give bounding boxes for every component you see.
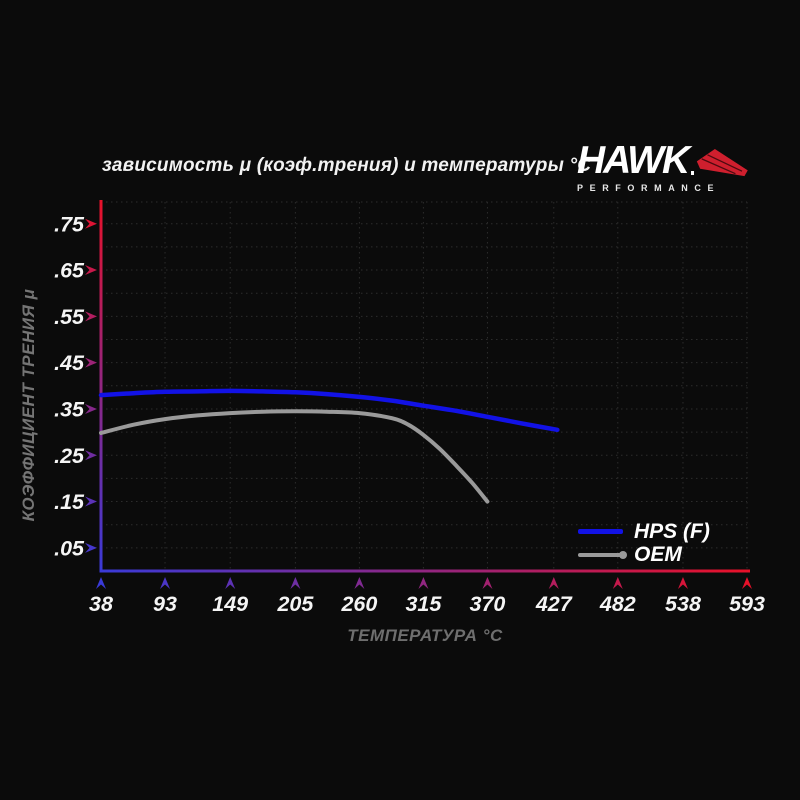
legend-item-hps: HPS (F) [578, 520, 710, 543]
x-tick-label: 260 [340, 592, 377, 616]
x-tick-arrow-icon [548, 577, 559, 589]
x-tick-label: 205 [276, 592, 314, 616]
x-tick-arrow-icon [418, 577, 429, 589]
chart-title: зависимость μ (коэф.трения) и температур… [102, 155, 592, 176]
legend-label-oem: OEM [634, 542, 682, 566]
y-tick-label: .45 [54, 351, 85, 375]
y-tick-arrow-icon [85, 542, 97, 553]
y-tick-label: .55 [54, 305, 85, 329]
x-tick-arrow-icon [354, 577, 365, 589]
legend-label-hps: HPS (F) [634, 519, 710, 543]
x-tick-label: 538 [665, 592, 701, 616]
logo-wing-icon [697, 149, 749, 177]
x-tick-label: 370 [469, 592, 505, 616]
y-axis-title: КОЭФФИЦИЕНТ ТРЕНИЯ μ [19, 288, 38, 522]
y-tick-arrows [85, 218, 97, 553]
logo-subtitle: PERFORMANCE [577, 183, 721, 193]
x-tick-arrow-icon [742, 577, 752, 589]
x-tick-arrow-icon [160, 577, 171, 589]
x-tick-label: 315 [405, 592, 442, 616]
gridlines [100, 201, 748, 571]
series-line-hps-f [98, 388, 560, 433]
x-tick-label: 482 [599, 592, 636, 616]
hawk-performance-logo: HAWK PERFORMANCE [577, 139, 749, 193]
x-tick-arrow-icon [96, 577, 106, 589]
y-tick-label: .15 [54, 490, 85, 514]
x-tick-arrows [96, 577, 752, 589]
y-tick-arrow-icon [85, 450, 97, 461]
x-tick-arrow-icon [612, 577, 623, 589]
x-tick-label: 38 [89, 592, 113, 616]
y-tick-label: .75 [54, 212, 85, 236]
logo-trademark-dot [691, 171, 695, 175]
x-tick-label: 149 [212, 592, 248, 616]
x-tick-label: 93 [153, 592, 177, 616]
x-axis-title: ТЕМПЕРАТУРА °C [347, 626, 503, 645]
x-tick-arrow-icon [482, 577, 493, 589]
logo-brand-text: HAWK [577, 139, 690, 182]
y-tick-label: .65 [54, 259, 85, 283]
y-tick-arrow-icon [85, 357, 97, 368]
y-tick-label: .25 [54, 444, 85, 468]
legend-line-oem [578, 550, 627, 559]
y-tick-arrow-icon [85, 265, 97, 276]
y-tick-arrow-icon [85, 311, 97, 322]
x-tick-arrow-icon [677, 577, 688, 589]
x-tick-label: 593 [729, 592, 765, 616]
x-tick-arrow-icon [290, 577, 301, 589]
x-tick-arrow-icon [225, 577, 236, 589]
y-tick-label: .05 [54, 536, 85, 560]
y-tick-arrow-icon [85, 403, 97, 414]
series-line-oem [99, 409, 490, 504]
legend-item-oem: OEM [578, 543, 710, 566]
y-tick-labels: .75 .65 .55 .45 .35 .25 .15 .05 [54, 212, 85, 560]
y-tick-label: .35 [54, 397, 85, 421]
x-tick-labels: 38 93 149 205 260 315 370 427 482 538 593 [89, 592, 765, 616]
y-tick-arrow-icon [85, 218, 97, 229]
x-tick-label: 427 [535, 592, 573, 616]
legend: HPS (F) OEM [578, 520, 710, 566]
y-tick-arrow-icon [85, 496, 97, 507]
legend-line-hps [578, 529, 623, 534]
